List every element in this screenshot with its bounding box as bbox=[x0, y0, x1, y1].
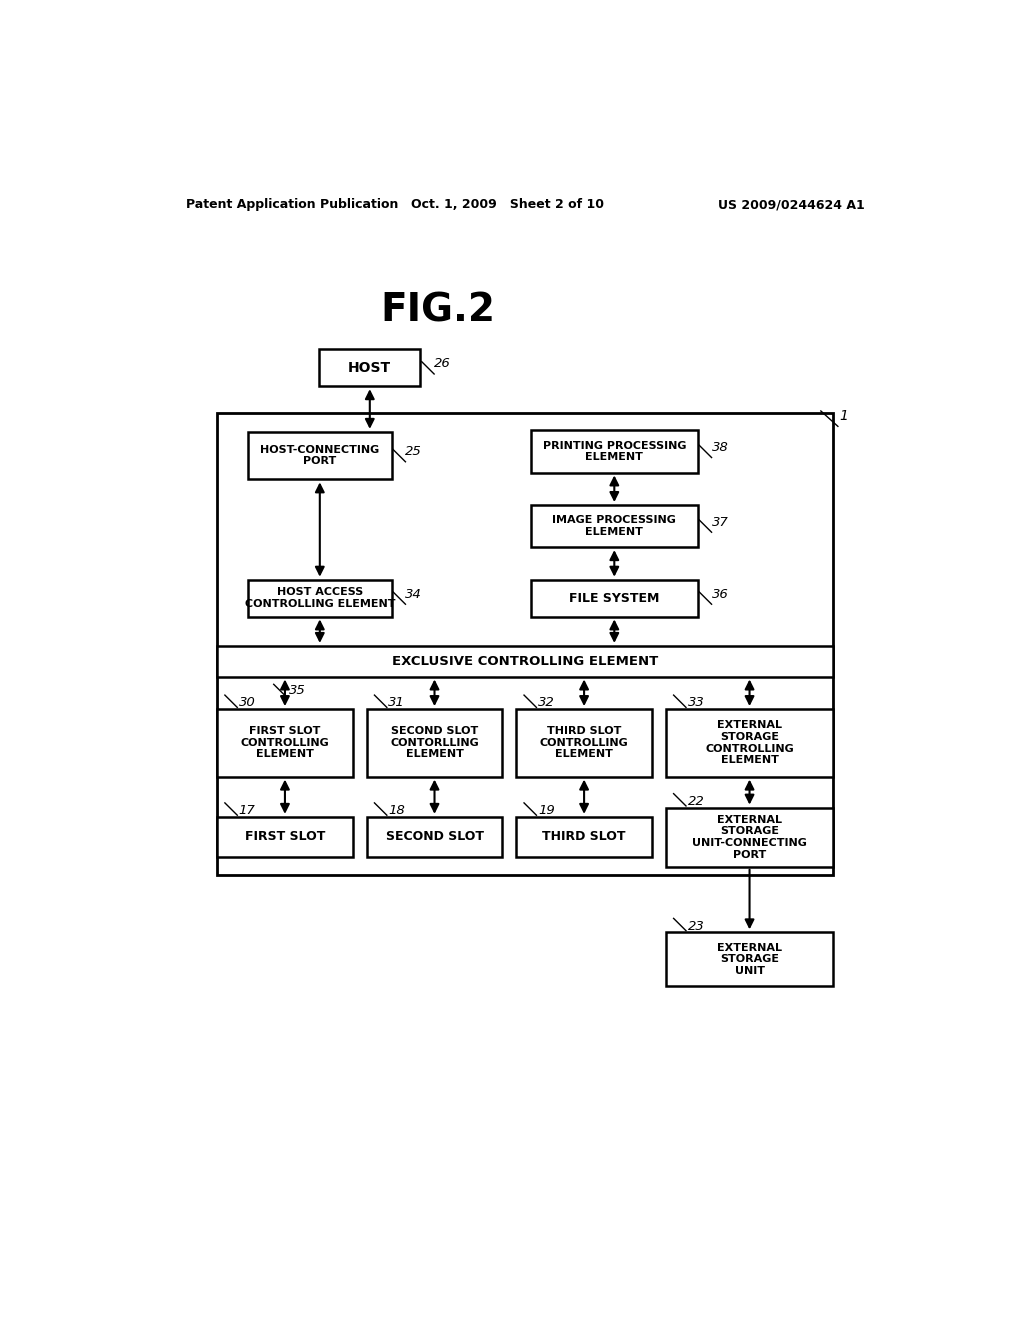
Bar bbox=[248, 579, 391, 616]
Text: EXTERNAL
STORAGE
CONTROLLING
ELEMENT: EXTERNAL STORAGE CONTROLLING ELEMENT bbox=[706, 721, 794, 766]
Bar bbox=[217, 413, 834, 875]
Text: 25: 25 bbox=[406, 445, 422, 458]
Text: 33: 33 bbox=[687, 696, 705, 709]
Bar bbox=[217, 645, 834, 677]
Text: PRINTING PROCESSING
ELEMENT: PRINTING PROCESSING ELEMENT bbox=[543, 441, 686, 462]
Text: EXCLUSIVE CONTROLLING ELEMENT: EXCLUSIVE CONTROLLING ELEMENT bbox=[392, 655, 658, 668]
Text: SECOND SLOT
CONTORLLING
ELEMENT: SECOND SLOT CONTORLLING ELEMENT bbox=[390, 726, 479, 759]
Bar bbox=[531, 579, 697, 616]
Text: HOST-CONNECTING
PORT: HOST-CONNECTING PORT bbox=[260, 445, 380, 466]
Bar bbox=[248, 432, 391, 479]
Text: 36: 36 bbox=[712, 587, 728, 601]
Text: 22: 22 bbox=[687, 795, 705, 808]
Text: 34: 34 bbox=[406, 587, 422, 601]
Bar bbox=[531, 504, 697, 548]
Text: FIG.2: FIG.2 bbox=[381, 292, 496, 330]
Text: 31: 31 bbox=[388, 696, 406, 709]
Bar bbox=[367, 709, 503, 776]
Bar bbox=[516, 817, 652, 857]
Bar bbox=[367, 817, 503, 857]
Text: 35: 35 bbox=[289, 684, 306, 697]
Text: US 2009/0244624 A1: US 2009/0244624 A1 bbox=[718, 198, 864, 211]
Text: Patent Application Publication: Patent Application Publication bbox=[186, 198, 398, 211]
Text: 32: 32 bbox=[538, 696, 555, 709]
Text: SECOND SLOT: SECOND SLOT bbox=[385, 830, 483, 843]
Text: 26: 26 bbox=[434, 358, 451, 371]
Bar bbox=[217, 817, 352, 857]
Text: HOST: HOST bbox=[348, 360, 391, 375]
Bar bbox=[666, 932, 834, 986]
Bar bbox=[319, 350, 420, 387]
Text: 37: 37 bbox=[712, 516, 728, 529]
Text: 18: 18 bbox=[388, 804, 406, 817]
Text: 1: 1 bbox=[840, 409, 848, 422]
Text: HOST ACCESS
CONTROLLING ELEMENT: HOST ACCESS CONTROLLING ELEMENT bbox=[245, 587, 395, 609]
Bar bbox=[516, 709, 652, 776]
Bar bbox=[666, 709, 834, 776]
Text: THIRD SLOT
CONTROLLING
ELEMENT: THIRD SLOT CONTROLLING ELEMENT bbox=[540, 726, 629, 759]
Bar bbox=[217, 709, 352, 776]
Text: THIRD SLOT: THIRD SLOT bbox=[543, 830, 626, 843]
Text: EXTERNAL
STORAGE
UNIT: EXTERNAL STORAGE UNIT bbox=[717, 942, 782, 975]
Text: Oct. 1, 2009   Sheet 2 of 10: Oct. 1, 2009 Sheet 2 of 10 bbox=[412, 198, 604, 211]
Bar bbox=[666, 808, 834, 867]
Text: FIRST SLOT
CONTROLLING
ELEMENT: FIRST SLOT CONTROLLING ELEMENT bbox=[241, 726, 330, 759]
Text: 17: 17 bbox=[239, 804, 256, 817]
Text: FIRST SLOT: FIRST SLOT bbox=[245, 830, 326, 843]
Text: 38: 38 bbox=[712, 441, 728, 454]
Text: 19: 19 bbox=[538, 804, 555, 817]
Text: EXTERNAL
STORAGE
UNIT-CONNECTING
PORT: EXTERNAL STORAGE UNIT-CONNECTING PORT bbox=[692, 814, 807, 859]
Text: FILE SYSTEM: FILE SYSTEM bbox=[569, 591, 659, 605]
Bar bbox=[531, 430, 697, 473]
Text: 30: 30 bbox=[239, 696, 256, 709]
Text: 23: 23 bbox=[687, 920, 705, 933]
Text: IMAGE PROCESSING
ELEMENT: IMAGE PROCESSING ELEMENT bbox=[552, 515, 676, 537]
